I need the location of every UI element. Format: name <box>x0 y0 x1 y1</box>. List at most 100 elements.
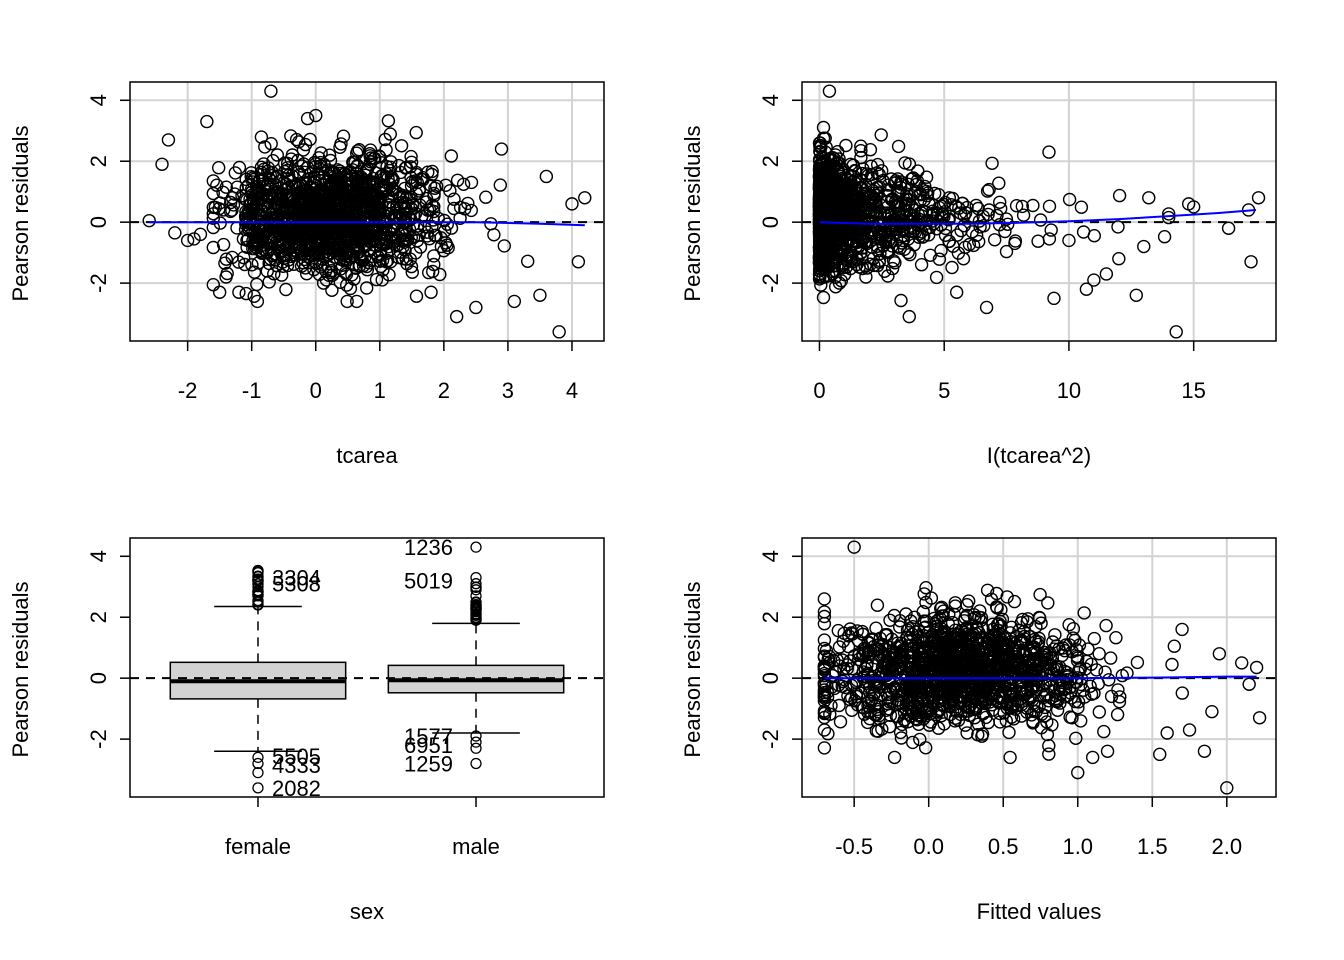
data-point <box>285 168 299 183</box>
data-point <box>883 613 897 627</box>
data-point <box>929 708 943 722</box>
outlier-point <box>252 573 264 585</box>
data-point <box>1042 747 1056 761</box>
data-point <box>1249 660 1264 675</box>
data-point <box>404 259 419 274</box>
data-point <box>390 216 404 231</box>
data-point <box>912 212 926 226</box>
data-point <box>1137 239 1151 254</box>
data-point <box>874 128 888 142</box>
data-point <box>931 721 946 735</box>
data-point <box>1004 620 1019 634</box>
data-point <box>1026 681 1041 695</box>
data-point <box>1157 229 1172 244</box>
data-point <box>365 175 380 189</box>
data-point <box>206 240 221 255</box>
data-point <box>934 218 948 232</box>
data-point <box>902 189 917 204</box>
data-point <box>425 164 439 179</box>
outlier-point <box>470 730 482 742</box>
data-point <box>343 281 358 296</box>
data-point <box>227 187 242 201</box>
data-point <box>1160 726 1174 740</box>
data-point <box>881 691 895 705</box>
data-point <box>433 267 447 282</box>
data-point <box>1161 210 1176 225</box>
outlier-point <box>470 596 482 609</box>
data-point <box>985 156 999 171</box>
data-point <box>880 195 894 209</box>
data-point <box>180 233 195 248</box>
data-point <box>273 226 287 240</box>
data-point <box>917 229 931 244</box>
data-point <box>816 290 831 305</box>
data-point <box>155 157 169 171</box>
data-point <box>200 114 214 129</box>
data-point <box>860 261 874 275</box>
data-point <box>251 256 266 270</box>
data-point <box>900 623 915 637</box>
data-point <box>539 169 554 184</box>
y-tick-label: 4 <box>86 550 111 562</box>
data-point <box>1033 213 1048 227</box>
data-point <box>817 633 832 647</box>
outlier-id-label: 4333 <box>272 753 321 778</box>
data-point <box>1038 676 1052 690</box>
data-point <box>316 178 330 192</box>
data-point <box>894 636 909 650</box>
data-point <box>817 609 832 624</box>
data-point <box>975 727 990 741</box>
data-point <box>293 219 307 234</box>
data-point <box>381 240 396 254</box>
data-point <box>1007 594 1022 609</box>
data-point <box>571 255 586 269</box>
data-point <box>379 246 394 260</box>
data-point <box>967 628 981 642</box>
data-point <box>912 683 926 698</box>
data-point <box>865 171 879 186</box>
plot-frame <box>801 81 1277 342</box>
data-point <box>914 634 928 648</box>
data-point <box>847 540 861 554</box>
data-point <box>862 694 876 708</box>
data-point <box>988 637 1002 651</box>
x-tick-label: 3 <box>502 378 514 403</box>
data-point <box>914 258 929 272</box>
data-point <box>1071 701 1085 715</box>
data-point <box>381 114 396 128</box>
data-point <box>988 233 1002 247</box>
data-point <box>416 172 430 187</box>
data-point <box>1197 744 1212 758</box>
data-point <box>1074 200 1089 214</box>
data-point <box>1052 660 1067 674</box>
data-point <box>813 269 827 283</box>
x-tick-label: 0.5 <box>988 834 1019 859</box>
data-point <box>404 201 419 216</box>
data-point <box>1016 208 1031 222</box>
y-tick-label: -2 <box>758 729 783 749</box>
data-point <box>916 605 930 619</box>
data-point <box>318 194 332 209</box>
data-point <box>879 659 894 673</box>
data-point <box>1050 695 1064 709</box>
data-point <box>449 309 464 324</box>
y-tick-label: -2 <box>758 273 783 293</box>
data-point <box>240 193 254 207</box>
data-point <box>412 228 426 242</box>
data-point <box>910 658 925 673</box>
data-point <box>313 207 328 222</box>
data-point <box>1056 674 1071 688</box>
data-point <box>1175 686 1190 700</box>
data-point <box>533 288 547 302</box>
data-point <box>840 661 854 676</box>
data-point <box>1130 655 1145 670</box>
data-point <box>860 195 874 209</box>
data-point <box>882 720 897 734</box>
data-point <box>1182 723 1197 737</box>
data-point <box>856 162 870 176</box>
x-tick-label: 0 <box>813 378 825 403</box>
data-point <box>944 631 958 646</box>
data-point <box>888 195 903 209</box>
data-point <box>992 217 1007 232</box>
data-point <box>225 191 240 205</box>
